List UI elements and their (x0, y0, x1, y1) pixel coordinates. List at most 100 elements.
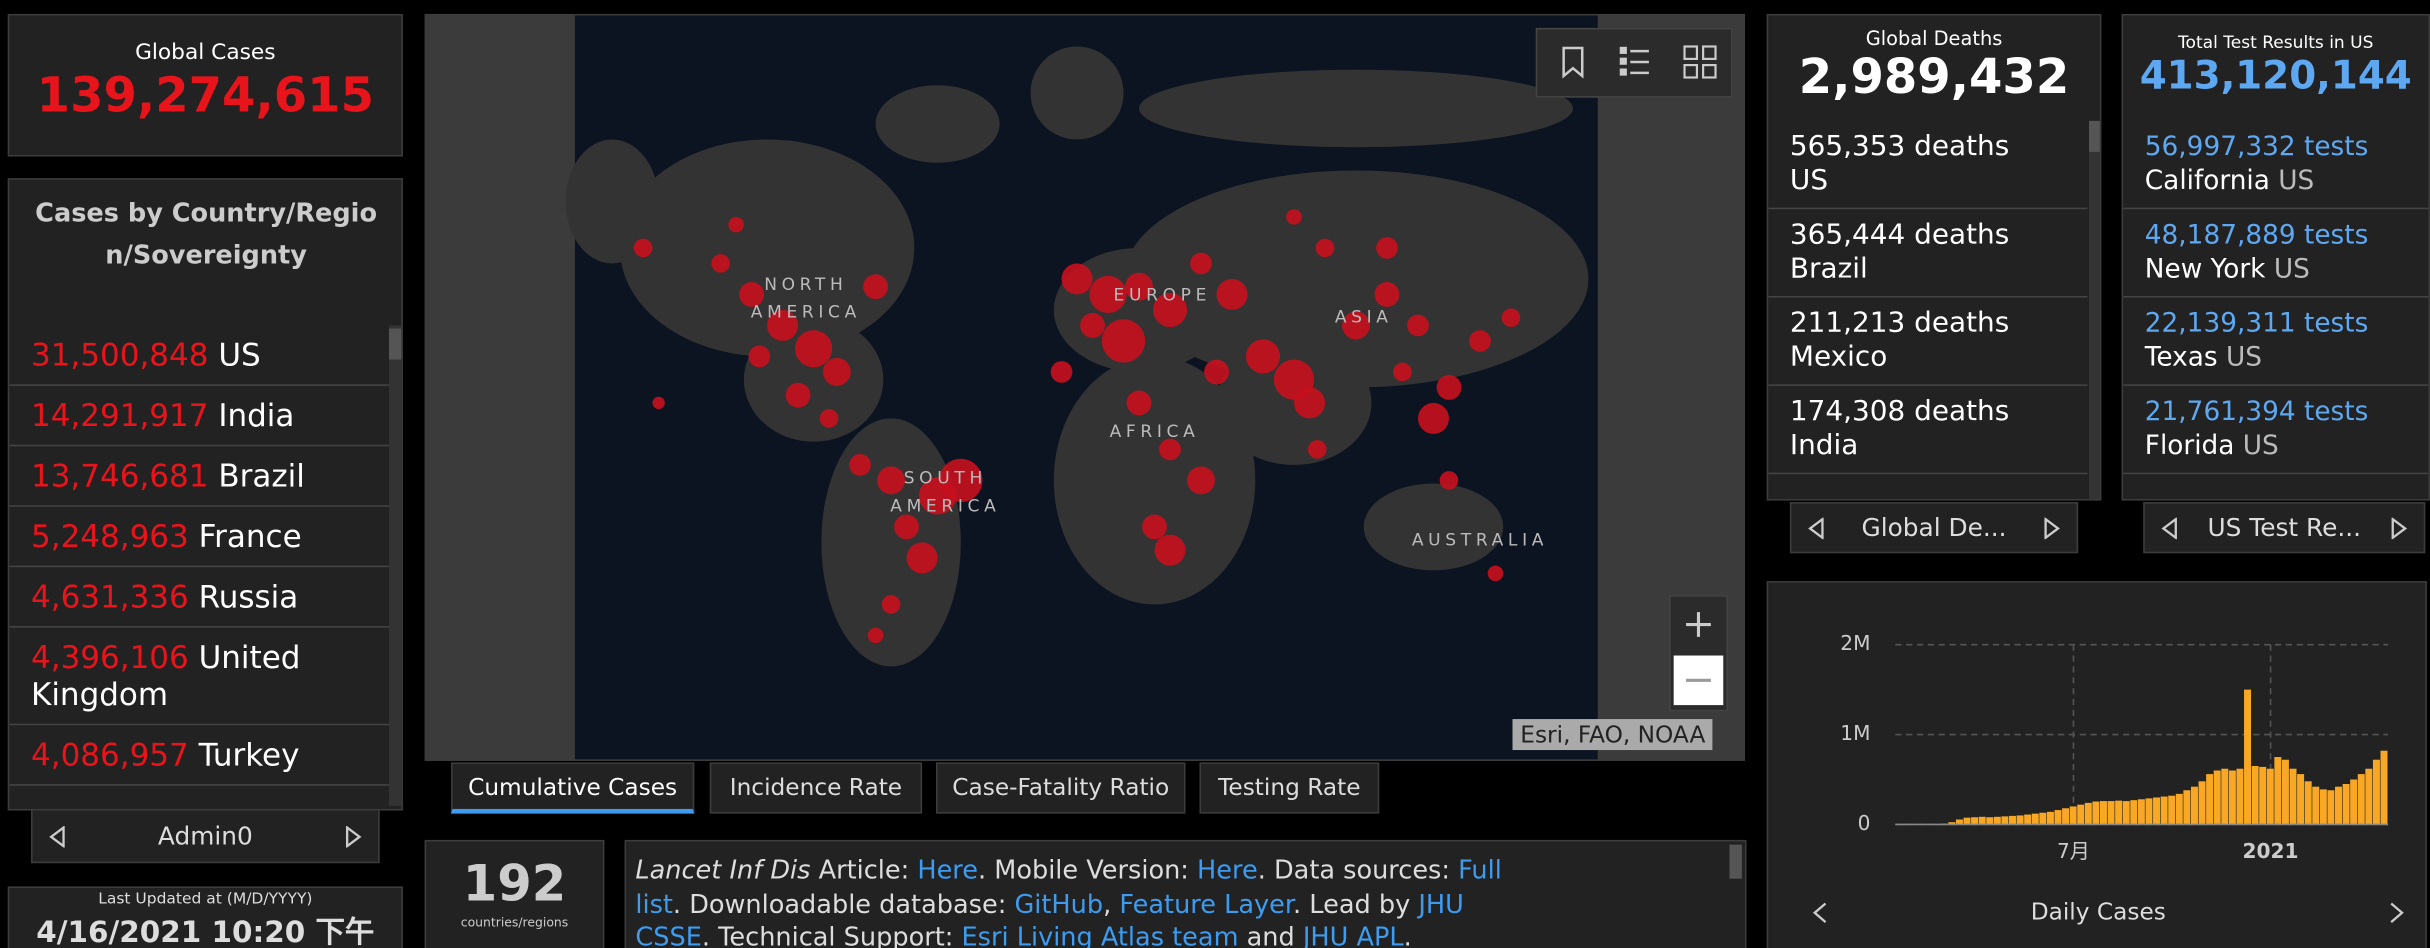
test-row[interactable]: 21,761,394 tests Florida US (2123, 386, 2429, 475)
country-name: United Kingdom (30, 638, 301, 713)
prev-arrow[interactable] (2160, 517, 2179, 540)
tab[interactable]: Case-Fatality Ratio (936, 762, 1186, 814)
country-row[interactable]: 31,500,848 US (9, 325, 389, 386)
death-row[interactable]: 365,444 deaths Brazil (1768, 209, 2088, 298)
map-label: ASIA (1334, 306, 1393, 327)
bar (2122, 801, 2130, 825)
bar (2137, 799, 2145, 825)
land (565, 139, 659, 264)
death-row[interactable]: 174,308 deaths India (1768, 386, 2088, 475)
test-row[interactable]: 22,139,311 tests Texas US (2123, 298, 2429, 386)
case-bubble (1393, 362, 1412, 382)
country-name: US (2273, 254, 2310, 286)
bar (2145, 798, 2153, 825)
country-row[interactable]: 4,086,957 Turkey (9, 725, 389, 786)
link[interactable]: GitHub (1014, 888, 1104, 919)
map-label: EUROPE (1113, 285, 1211, 306)
label: Total Test Results in US (2178, 32, 2374, 53)
bar (2130, 800, 2138, 825)
link[interactable]: JHU APL (1302, 922, 1404, 948)
case-bubble (1245, 339, 1281, 374)
map-label: NORTH AMERICA (750, 274, 861, 323)
case-bubble (1061, 263, 1093, 295)
case-bubble (1417, 402, 1449, 434)
country-row[interactable]: 5,248,963 France (9, 507, 389, 568)
link[interactable]: Feature Layer (1119, 888, 1294, 919)
tests-list: 56,997,332 tests California US 48,187,889 … (2123, 121, 2429, 499)
bar (2281, 759, 2289, 825)
case-count: 4,631,336 (30, 578, 189, 616)
us-tests-panel: Total Test Results in US 413,120,144 56,… (2121, 13, 2430, 501)
country-row[interactable]: 14,291,917 India (9, 386, 389, 447)
case-bubble (1204, 359, 1229, 385)
bar (2228, 770, 2236, 825)
bar (2084, 802, 2092, 825)
test-row[interactable]: 56,997,332 tests California US (2123, 121, 2429, 210)
bar (2092, 801, 2100, 825)
test-count: 22,139,311 (2144, 308, 2296, 340)
label: countries/regions (460, 915, 569, 930)
state-name: New York (2144, 254, 2266, 286)
bar (2009, 815, 2016, 825)
link[interactable]: JHU CSSE (635, 888, 1464, 948)
country-row[interactable]: 13,746,681 Brazil (9, 446, 389, 507)
death-row[interactable]: 565,353 deaths US (1768, 121, 2088, 210)
bar (2259, 766, 2267, 825)
tab[interactable]: Testing Rate (1199, 762, 1380, 814)
unit: deaths (1914, 130, 2010, 163)
case-bubble (906, 542, 938, 574)
case-bubble (1487, 565, 1504, 582)
bar (2153, 797, 2161, 825)
country-row[interactable]: 4,396,106 United Kingdom (9, 628, 389, 726)
next-arrow[interactable] (2390, 902, 2404, 923)
case-bubble (711, 254, 730, 273)
list-icon[interactable] (1619, 46, 1649, 76)
link[interactable]: Here (917, 855, 979, 885)
link[interactable]: Esri Living Atlas team (961, 922, 1239, 948)
x-tick-label: 7月 (2057, 839, 2090, 863)
next-arrow[interactable] (2390, 517, 2409, 540)
zoom-in[interactable] (1686, 612, 1711, 637)
bar (2327, 790, 2335, 825)
link[interactable]: Here (1197, 855, 1258, 885)
next-arrow[interactable] (344, 825, 363, 848)
attribution: Esri, FAO, NOAA (1512, 719, 1714, 751)
death-row[interactable]: 211,213 deaths Mexico (1768, 298, 2088, 386)
chart-nav-label: Daily Cases (2031, 898, 2166, 925)
text: Lancet Inf Dis (635, 855, 811, 885)
unit: tests (2304, 308, 2369, 340)
prev-arrow[interactable] (1807, 517, 1826, 540)
case-bubble (739, 282, 765, 307)
case-bubble (785, 382, 811, 408)
bar (2168, 795, 2176, 825)
value: 139,274,615 (36, 68, 375, 124)
bar (1978, 816, 1986, 825)
country-name: US (2225, 342, 2263, 374)
country-row[interactable]: 4,631,336 Russia (9, 567, 389, 628)
deaths-list: 565,353 deaths US 365,444 deaths Brazil 211,… (1768, 121, 2088, 499)
tab[interactable]: Incidence Rate (709, 762, 923, 814)
prev-arrow[interactable] (48, 825, 67, 848)
toolbar-icons (1562, 45, 1717, 79)
case-bubble (1216, 278, 1248, 310)
bar (2380, 750, 2388, 825)
next-arrow[interactable] (2043, 517, 2062, 540)
basemap-icon[interactable] (1683, 45, 1717, 79)
test-row[interactable]: 48,187,889 tests New York US (2123, 209, 2429, 298)
land (821, 418, 961, 667)
bar (2046, 811, 2054, 825)
text: and (1238, 922, 1303, 948)
info-text: Lancet Inf Dis Article: Here. Mobile Ver… (635, 854, 1503, 948)
bar (2069, 806, 2077, 825)
tab[interactable]: Cumulative Cases (450, 762, 695, 814)
label: Global Cases (135, 40, 276, 66)
case-bubble (1187, 466, 1215, 495)
bookmark-icon[interactable] (1562, 46, 1584, 79)
prev-arrow[interactable] (1812, 902, 1827, 923)
country-nav: Admin0 (30, 808, 380, 864)
land (875, 85, 1000, 163)
case-bubble (1376, 237, 1398, 259)
case-bubble (1190, 252, 1212, 275)
case-bubble (1159, 438, 1181, 461)
link[interactable]: Full list (635, 855, 1502, 919)
